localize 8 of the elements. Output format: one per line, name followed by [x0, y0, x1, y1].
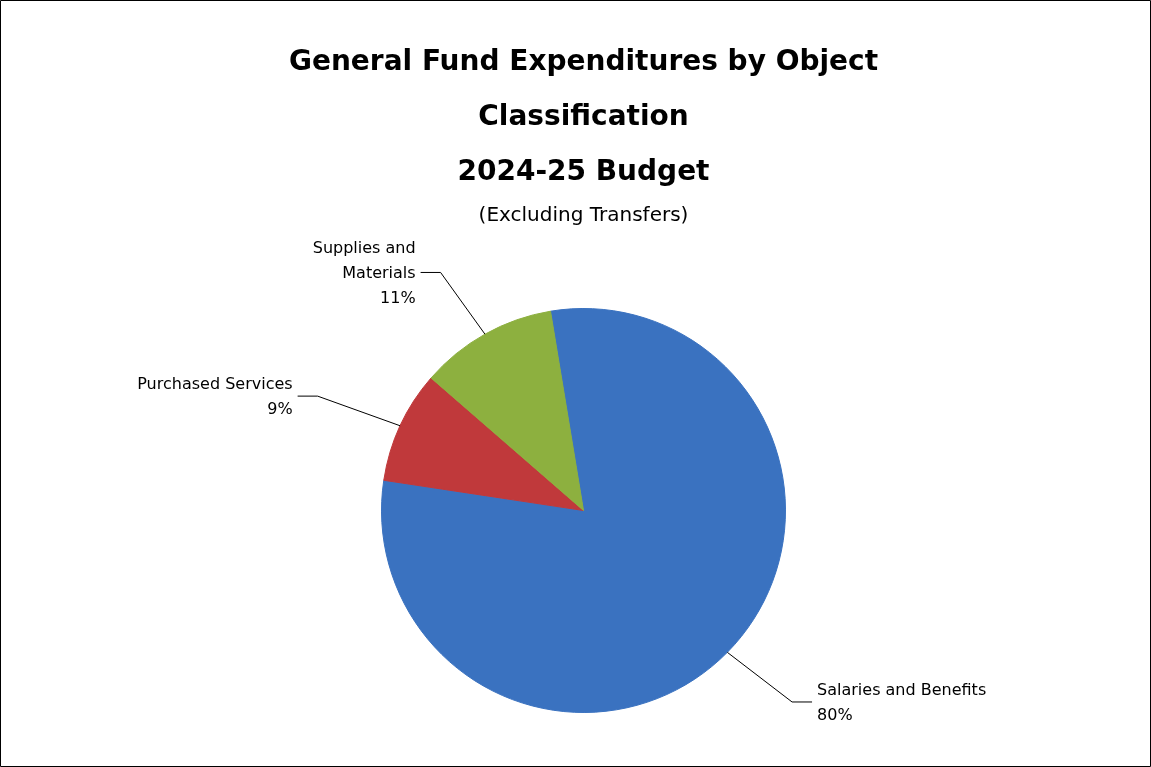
slice-label: Purchased Services	[137, 374, 293, 394]
chart-subtitle: (Excluding Transfers)	[478, 201, 689, 226]
data-label: 80%	[817, 704, 853, 724]
data-label: 9%	[267, 398, 293, 418]
data-label: 11%	[380, 287, 416, 307]
slice-label: Salaries and Benefits	[817, 680, 987, 700]
slice-label: Supplies and Materials	[312, 238, 416, 282]
chart-title: General Fund Expenditures by Object Classification 2024-25 Budget	[288, 44, 879, 187]
